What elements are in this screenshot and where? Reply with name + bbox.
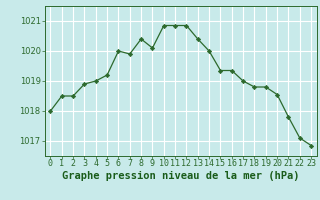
X-axis label: Graphe pression niveau de la mer (hPa): Graphe pression niveau de la mer (hPa) [62,171,300,181]
